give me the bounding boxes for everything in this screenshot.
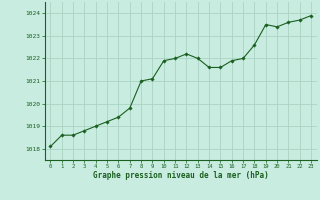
X-axis label: Graphe pression niveau de la mer (hPa): Graphe pression niveau de la mer (hPa) [93,171,269,180]
